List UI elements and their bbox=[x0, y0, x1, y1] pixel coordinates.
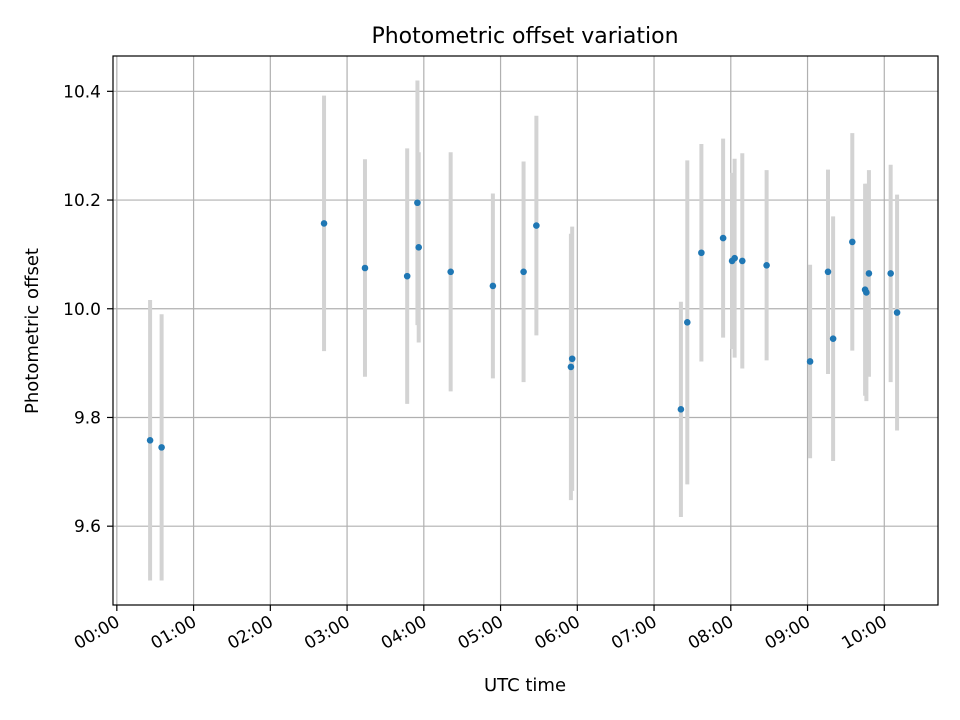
data-point bbox=[865, 270, 873, 277]
data-point bbox=[403, 272, 411, 280]
x-tick-label: 02:00 bbox=[224, 612, 276, 654]
plot-frame bbox=[112, 55, 939, 606]
data-point bbox=[824, 268, 832, 276]
data-point bbox=[567, 363, 575, 371]
data-point bbox=[489, 282, 497, 290]
data-point bbox=[763, 261, 770, 269]
data-point bbox=[320, 220, 328, 227]
data-point bbox=[414, 199, 421, 207]
data-point bbox=[887, 270, 894, 277]
data-point bbox=[533, 222, 540, 229]
data-point bbox=[146, 437, 154, 444]
y-axis-label: Photometric offset bbox=[22, 248, 43, 414]
x-axis-label: UTC time bbox=[484, 675, 566, 696]
x-tick-label: 06:00 bbox=[531, 612, 583, 654]
data-point bbox=[739, 257, 746, 265]
data-point bbox=[447, 268, 454, 276]
y-tick-label: 10.2 bbox=[63, 191, 101, 211]
data-point bbox=[677, 406, 685, 413]
data-point bbox=[829, 335, 837, 342]
x-tick-label: 09:00 bbox=[762, 612, 814, 654]
x-tick-label: 05:00 bbox=[455, 612, 507, 654]
data-points bbox=[146, 199, 901, 451]
chart-title: Photometric offset variation bbox=[371, 24, 678, 49]
y-tick-label: 10.4 bbox=[63, 82, 101, 102]
y-axis-ticks: 9.6 9.8 10.0 10.2 10.4 bbox=[63, 82, 113, 537]
x-tick-label: 00:00 bbox=[71, 612, 123, 654]
data-point bbox=[731, 254, 738, 262]
data-point bbox=[893, 309, 901, 316]
x-tick-label: 07:00 bbox=[608, 612, 660, 654]
data-point bbox=[863, 289, 870, 296]
x-tick-label: 03:00 bbox=[301, 612, 353, 654]
data-point bbox=[806, 358, 814, 365]
x-axis-ticks: 00:00 01:00 02:00 03:00 04:00 05:00 06:00 07:00… bbox=[71, 605, 891, 654]
x-tick-label: 10:00 bbox=[838, 612, 890, 654]
x-tick-label: 01:00 bbox=[148, 612, 200, 654]
y-tick-label: 9.8 bbox=[74, 408, 101, 428]
y-tick-label: 9.6 bbox=[74, 517, 101, 537]
error-bars bbox=[148, 80, 900, 581]
data-point bbox=[698, 249, 705, 257]
data-point bbox=[361, 264, 369, 272]
x-tick-label: 08:00 bbox=[685, 612, 737, 654]
data-point bbox=[158, 444, 165, 451]
data-point bbox=[849, 238, 856, 246]
data-point bbox=[568, 355, 576, 363]
data-point bbox=[719, 234, 727, 242]
data-point bbox=[520, 268, 527, 276]
y-tick-label: 10.0 bbox=[63, 300, 101, 320]
data-point bbox=[684, 319, 691, 326]
x-tick-label: 04:00 bbox=[378, 612, 430, 654]
data-point bbox=[415, 244, 422, 251]
